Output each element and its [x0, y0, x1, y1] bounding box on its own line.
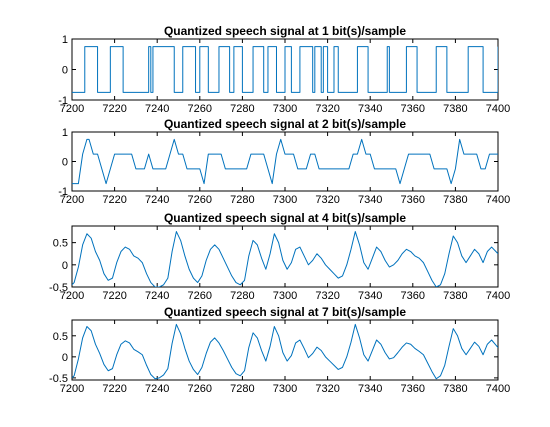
x-tick-label: 7300 [273, 103, 297, 115]
x-tick-label: 7240 [145, 194, 169, 206]
y-tick-label: 0 [62, 157, 68, 169]
chart-title: Quantized speech signal at 1 bit(s)/samp… [164, 24, 406, 38]
y-tick-label: -0.5 [49, 282, 68, 294]
x-tick-label: 7340 [358, 103, 382, 115]
x-tick-label: 7360 [401, 194, 425, 206]
y-tick-label: 0 [62, 352, 68, 364]
subplot-1: Quantized speech signal at 1 bit(s)/samp… [58, 24, 510, 115]
x-tick-label: 7380 [443, 290, 467, 302]
y-tick-label: -1 [58, 186, 68, 198]
chart-title: Quantized speech signal at 2 bit(s)/samp… [164, 117, 406, 131]
y-tick-label: -0.5 [49, 373, 68, 385]
x-tick-label: 7340 [358, 290, 382, 302]
x-tick-label: 7400 [486, 290, 510, 302]
x-tick-label: 7280 [230, 290, 254, 302]
x-tick-label: 7380 [443, 103, 467, 115]
y-tick-label: 1 [62, 34, 68, 46]
x-tick-label: 7360 [401, 103, 425, 115]
y-tick-label: 1 [62, 127, 68, 139]
x-tick-label: 7400 [486, 383, 510, 395]
x-tick-label: 7360 [401, 383, 425, 395]
subplot-3: Quantized speech signal at 4 bit(s)/samp… [49, 211, 510, 302]
x-tick-label: 7360 [401, 290, 425, 302]
x-tick-label: 7260 [188, 103, 212, 115]
x-tick-label: 7240 [145, 290, 169, 302]
y-tick-label: 0 [62, 65, 68, 77]
x-tick-label: 7260 [188, 194, 212, 206]
subplot-4: Quantized speech signal at 7 bit(s)/samp… [49, 305, 510, 395]
x-tick-label: 7200 [60, 383, 84, 395]
x-tick-label: 7320 [315, 103, 339, 115]
y-tick-label: -1 [58, 95, 68, 107]
y-tick-label: 0.5 [53, 331, 68, 343]
x-tick-label: 7220 [102, 103, 126, 115]
x-tick-label: 7220 [102, 194, 126, 206]
x-tick-label: 7280 [230, 103, 254, 115]
x-tick-label: 7200 [60, 194, 84, 206]
y-tick-label: 0.5 [53, 238, 68, 250]
subplot-2: Quantized speech signal at 2 bit(s)/samp… [58, 117, 510, 206]
y-tick-label: 0 [62, 260, 68, 272]
x-tick-label: 7260 [188, 383, 212, 395]
x-tick-label: 7200 [60, 103, 84, 115]
chart-title: Quantized speech signal at 4 bit(s)/samp… [164, 211, 406, 225]
x-tick-label: 7340 [358, 194, 382, 206]
x-tick-label: 7240 [145, 383, 169, 395]
x-tick-label: 7260 [188, 290, 212, 302]
axes-box [71, 225, 499, 288]
x-tick-label: 7220 [102, 290, 126, 302]
series-line-1 [72, 138, 498, 185]
x-tick-label: 7300 [273, 194, 297, 206]
x-tick-label: 7320 [315, 194, 339, 206]
x-tick-label: 7380 [443, 194, 467, 206]
series-line-1 [72, 46, 498, 93]
series-line-1 [72, 323, 498, 380]
x-tick-label: 7320 [315, 290, 339, 302]
x-tick-label: 7320 [315, 383, 339, 395]
series-line-1 [72, 231, 498, 287]
x-tick-label: 7340 [358, 383, 382, 395]
x-tick-label: 7280 [230, 194, 254, 206]
x-tick-label: 7380 [443, 383, 467, 395]
x-tick-label: 7400 [486, 194, 510, 206]
axes-box [71, 319, 499, 381]
x-tick-label: 7280 [230, 383, 254, 395]
x-tick-label: 7240 [145, 103, 169, 115]
axes-box [71, 131, 499, 192]
x-tick-label: 7220 [102, 383, 126, 395]
x-tick-label: 7300 [273, 383, 297, 395]
x-tick-label: 7200 [60, 290, 84, 302]
x-tick-label: 7300 [273, 290, 297, 302]
x-tick-label: 7400 [486, 103, 510, 115]
chart-title: Quantized speech signal at 7 bit(s)/samp… [164, 305, 406, 319]
